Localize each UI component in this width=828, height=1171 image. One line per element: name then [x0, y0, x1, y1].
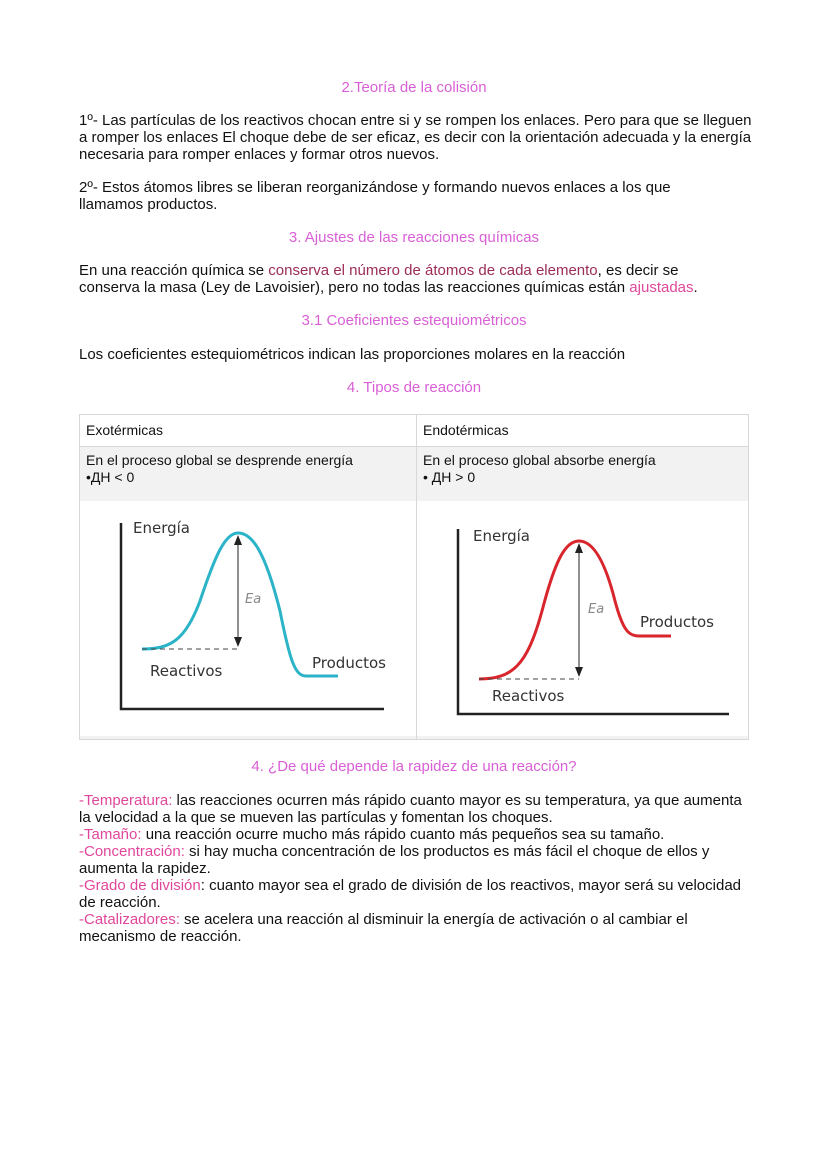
factor-text: las reacciones ocurren más rápido cuanto…	[79, 792, 742, 826]
products-label: Productos	[312, 654, 386, 672]
reaction-types-table: Exotérmicas En el proceso global se desp…	[79, 414, 749, 740]
energy-curve	[141, 531, 338, 678]
products-label: Productos	[640, 613, 714, 631]
column-exothermic: Exotérmicas En el proceso global se desp…	[80, 415, 417, 739]
section-title-types: 4. Tipos de reacción	[346, 379, 482, 396]
y-axis-label: Energía	[133, 519, 190, 537]
cell-endothermic: En el proceso global absorbe energía • ДH…	[417, 447, 748, 739]
exo-enthalpy: •ДH < 0	[86, 469, 135, 485]
paragraph-collision-1: 1º- Las partículas de los reactivos choc…	[79, 112, 752, 163]
header-endothermic: Endotérmicas	[417, 415, 748, 447]
section-title-adjust: 3. Ajustes de las reacciones químicas	[288, 229, 540, 246]
factor-term: -Concentración:	[79, 843, 185, 860]
factor-term: -Temperatura:	[79, 792, 173, 809]
factor-temperature: -Temperatura: las reacciones ocurren más…	[79, 792, 744, 826]
cell-exothermic: En el proceso global se desprende energí…	[80, 447, 416, 739]
energy-curve	[478, 539, 671, 681]
factor-term: -Tamaño:	[79, 826, 142, 843]
factor-term: -Grado de división	[79, 877, 201, 894]
paragraph-adjust: En una reacción química se conserva el n…	[79, 262, 729, 296]
factor-text: se acelera una reacción al disminuir la …	[79, 911, 688, 945]
endothermic-energy-diagram: Ea Energía Reactivos Productos	[417, 501, 748, 736]
section-title-collision: 2.Teoría de la colisión	[341, 79, 487, 96]
endo-enthalpy: • ДH > 0	[423, 469, 476, 485]
text: , es decir se conserva la masa (Ley de L…	[79, 262, 679, 296]
arrow-head-up	[234, 535, 242, 545]
rate-factors-list: -Temperatura: las reacciones ocurren más…	[79, 792, 744, 945]
section-title-rate: 4. ¿De qué depende la rapidez de una rea…	[251, 758, 577, 775]
factor-term: -Catalizadores:	[79, 911, 180, 928]
header-exothermic: Exotérmicas	[80, 415, 416, 447]
highlight-adjusted: ajustadas	[629, 279, 694, 296]
endo-description: En el proceso global absorbe energía	[423, 452, 656, 468]
ea-label: Ea	[245, 592, 261, 607]
highlight-conservation: conserva el número de átomos de cada ele…	[268, 262, 598, 279]
column-endothermic: Endotérmicas En el proceso global absorb…	[417, 415, 748, 739]
factor-concentration: -Concentración: si hay mucha concentraci…	[79, 843, 744, 877]
factor-catalysts: -Catalizadores: se acelera una reacción …	[79, 911, 744, 945]
paragraph-coefficients: Los coeficientes estequiométricos indica…	[79, 346, 626, 363]
paragraph-collision-2: 2º- Estos átomos libres se liberan reorg…	[79, 179, 671, 213]
exothermic-energy-diagram: Ea Energía Reactivos Productos	[80, 501, 416, 736]
exo-description: En el proceso global se desprende energí…	[86, 452, 353, 468]
factor-text: si hay mucha concentración de los produc…	[79, 843, 710, 877]
text: En una reacción química se	[79, 262, 269, 279]
axes	[456, 529, 729, 716]
y-axis-label: Energía	[473, 527, 530, 545]
reactants-label: Reactivos	[492, 687, 565, 705]
reactants-label: Reactivos	[150, 662, 223, 680]
ea-label: Ea	[588, 602, 604, 617]
axes	[119, 523, 384, 711]
arrow-head-down	[234, 637, 242, 647]
factor-text: : cuanto mayor sea el grado de división …	[79, 877, 742, 911]
section-title-coefficients: 3.1 Coeficientes estequiométricos	[301, 312, 527, 329]
arrow-head-up	[575, 543, 583, 553]
text: .	[693, 279, 698, 296]
factor-size: -Tamaño: una reacción ocurre mucho más r…	[79, 826, 744, 843]
factor-text: una reacción ocurre mucho más rápido cua…	[141, 826, 665, 843]
arrow-head-down	[575, 667, 583, 677]
factor-division: -Grado de división: cuanto mayor sea el …	[79, 877, 744, 911]
